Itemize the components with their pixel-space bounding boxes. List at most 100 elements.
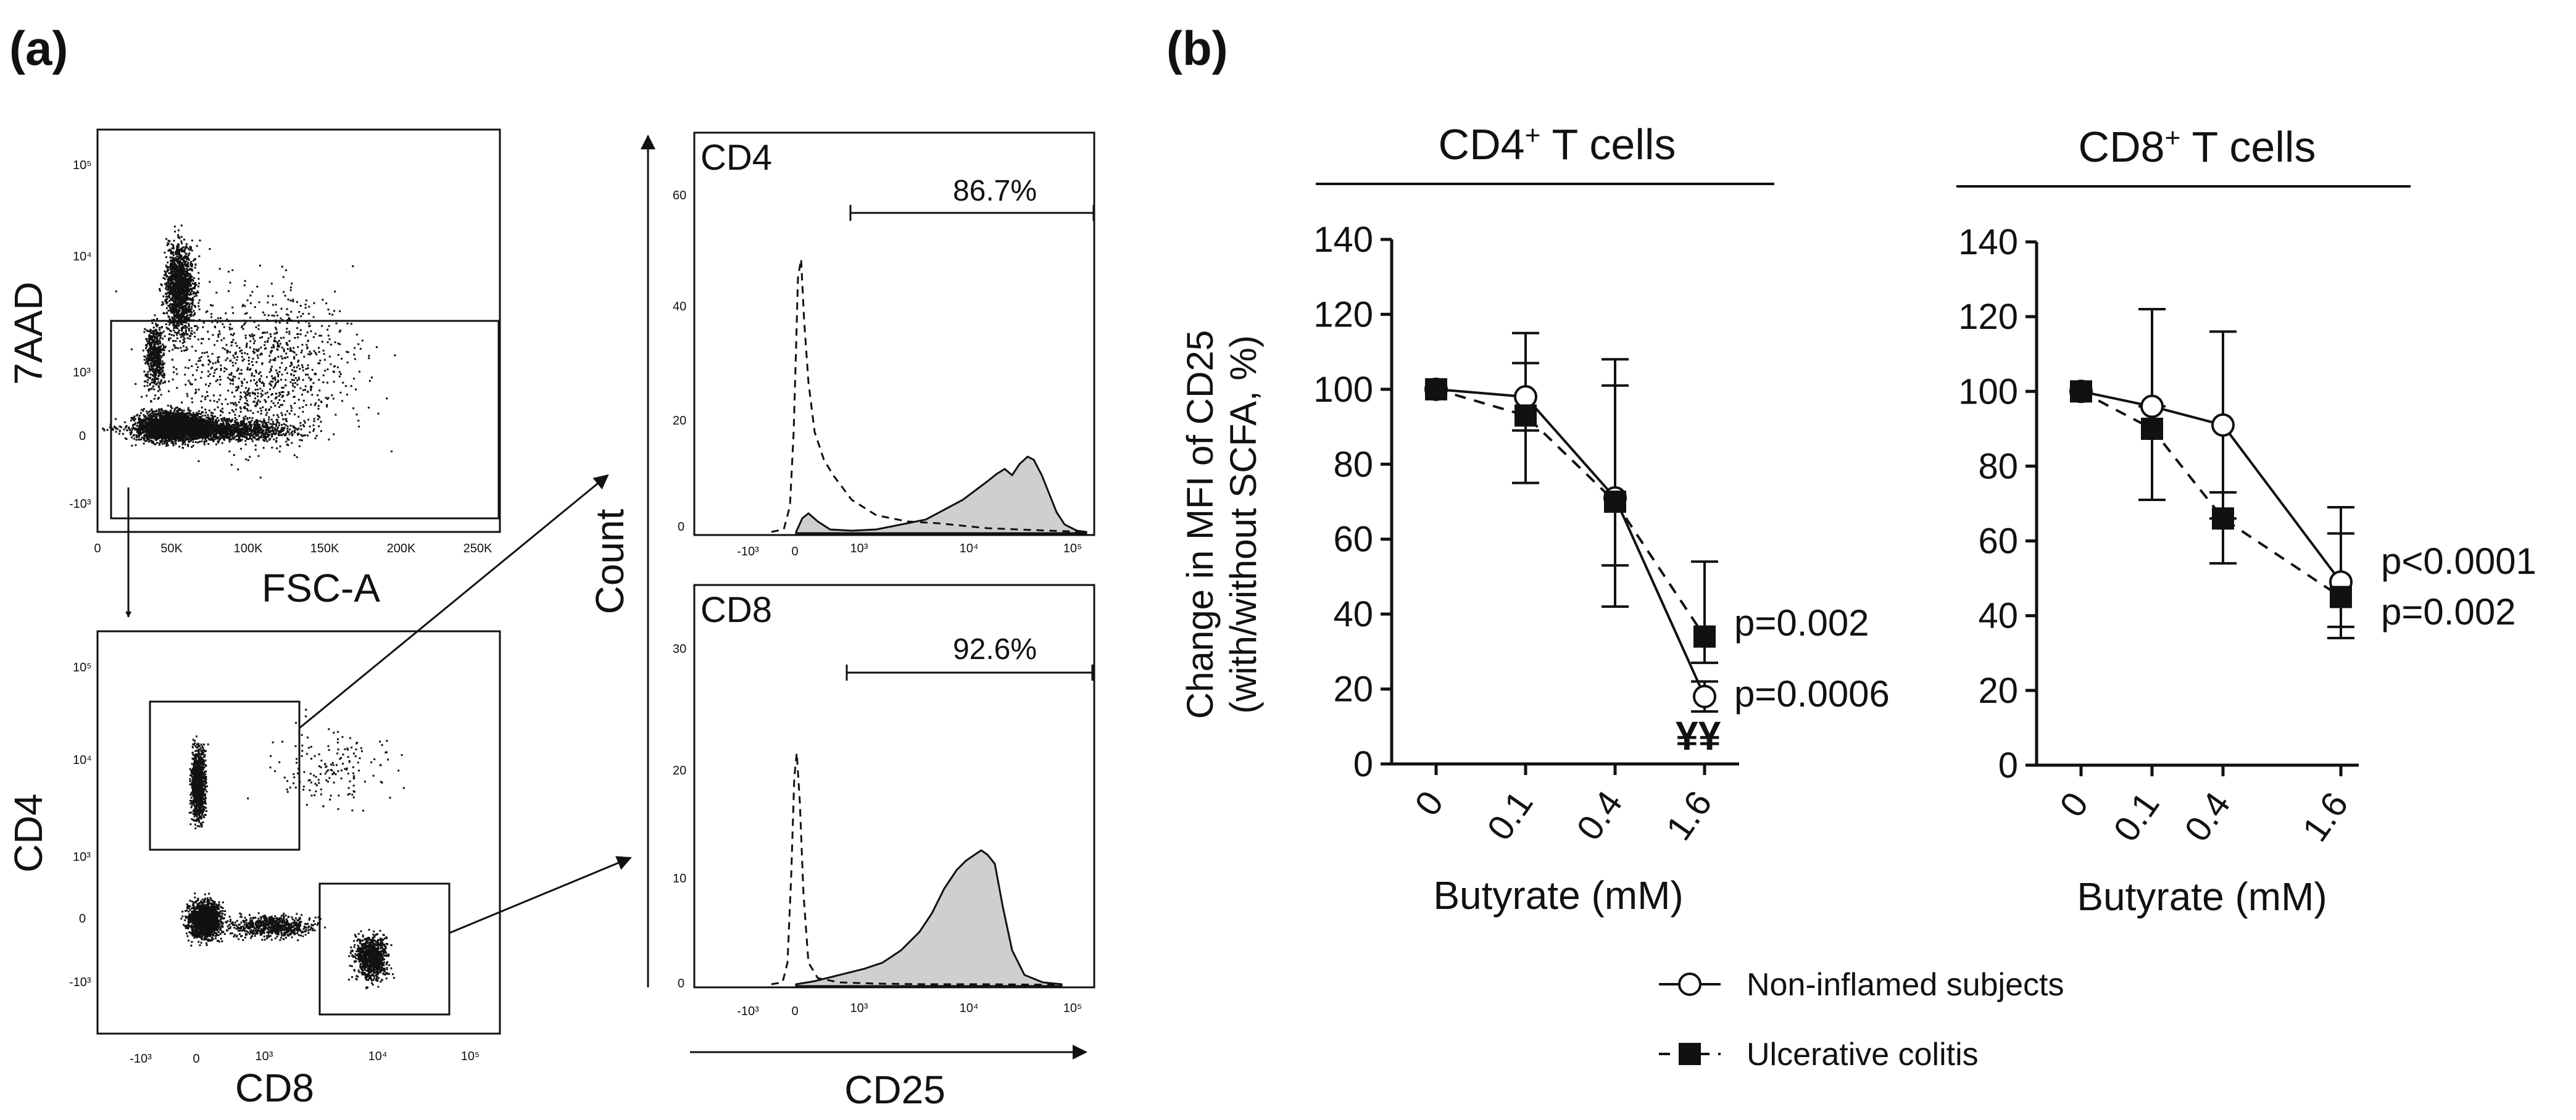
histogram-cd4: CD4 86.7% 60 40 20 0 -10³ 0 10³ 10⁴ 10⁵ <box>673 131 1095 558</box>
hist-cd4-ytick: 20 <box>673 414 686 428</box>
dot-cluster <box>102 413 320 448</box>
hist-cd4-xtick: 10³ <box>850 542 868 555</box>
hist-ylabel: Count <box>588 508 632 614</box>
chart-xtick-label: 0 <box>2052 785 2096 824</box>
point-noninflamed <box>1693 684 1716 708</box>
hist-cd8-ytick: 0 <box>678 977 684 990</box>
cd4-ylabel-units: (with/without SCFA, %) <box>1223 335 1264 714</box>
chart-ytick-label: 100 <box>1958 371 2018 412</box>
chart-ytick-label: 0 <box>1353 744 1373 784</box>
viability-ylabel: 7AAD <box>6 281 51 384</box>
cd4-ylabel: Change in MFI of CD25 <box>1179 330 1221 719</box>
chart-xtick-label: 0.1 <box>2106 785 2167 848</box>
chart-xtick-label: 1.6 <box>2295 785 2356 848</box>
cd4cd8-ytick: 0 <box>79 912 86 926</box>
chart-ytick-label: 60 <box>1978 521 2018 562</box>
cd4-gate-arrow <box>299 474 609 729</box>
hist-cd4-ytick: 60 <box>673 189 686 202</box>
series-line-uc <box>1435 388 1706 637</box>
chart-ytick-label: 40 <box>1333 594 1373 634</box>
series-line-noninflamed <box>1435 388 1706 697</box>
cd8-gate-arrow <box>449 856 632 934</box>
cd8-pvalue-uc: p=0.002 <box>2381 591 2516 633</box>
histogram-cd8: CD8 92.6% 30 20 10 0 -10³ 0 10³ 10⁴ 10⁵ <box>673 584 1095 1018</box>
hist-cd4-label: CD4 <box>700 138 772 178</box>
cd4-cd8-dot-plot: 10⁵ 10⁴ 10³ 0 -10³ -10³ 0 10³ 10⁴ 10⁵ CD… <box>6 630 501 1110</box>
viability-ytick: -10³ <box>69 497 91 511</box>
chart-ytick-label: 20 <box>1333 670 1373 710</box>
cd4-significance-mark: ¥¥ <box>1676 713 1721 758</box>
chart-xtick-label: 0.4 <box>1569 784 1630 847</box>
viability-xtick: 200K <box>387 542 416 555</box>
cd4cd8-ytick: 10⁴ <box>73 753 92 767</box>
point-noninflamed <box>1514 385 1537 409</box>
cd4cd8-ytick: -10³ <box>69 976 91 989</box>
viability-ytick: 10³ <box>73 366 91 380</box>
viability-xlabel: FSC-A <box>262 566 380 610</box>
hist-cd8-gate-percent: 92.6% <box>953 633 1037 666</box>
point-uc <box>1514 404 1537 427</box>
hist-cd4-control-curve <box>771 259 1087 533</box>
viability-ytick: 0 <box>79 429 86 443</box>
point-noninflamed <box>2140 394 2164 418</box>
point-uc <box>2141 417 2163 440</box>
dot-cluster <box>142 314 167 403</box>
viability-ytick: 10⁵ <box>73 159 92 172</box>
hist-cd4-xtick: 10⁴ <box>960 542 979 555</box>
viability-ytick: 10⁴ <box>73 250 92 263</box>
hist-cd8-frame <box>693 584 1095 989</box>
hist-cd4-xtick: 10⁵ <box>1063 542 1082 555</box>
viability-xtick: 0 <box>94 542 101 555</box>
hist-cd8-xtick: 10³ <box>850 1002 868 1015</box>
cd4cd8-xlabel: CD8 <box>235 1066 314 1110</box>
viability-xtick: 50K <box>160 542 183 555</box>
hist-cd4-xtick: -10³ <box>737 545 759 558</box>
cd4cd8-xtick: 10⁵ <box>461 1050 480 1063</box>
chart-ytick-label: 80 <box>1978 446 2018 486</box>
dot-cluster <box>247 708 405 812</box>
cd4-cd8-plot-frame <box>96 630 501 1035</box>
hist-cd8-filled-curve <box>795 849 1063 987</box>
panel-label-b: (b) <box>1166 21 1228 75</box>
point-uc <box>1693 625 1716 648</box>
cd4cd8-xtick: 0 <box>193 1052 199 1066</box>
cd4cd8-xtick: 10³ <box>256 1050 273 1063</box>
chart-ytick-label: 60 <box>1333 520 1373 560</box>
legend-open-circle-icon <box>1678 973 1701 996</box>
chart-ytick-label: 0 <box>1998 745 2018 786</box>
hist-cd4-gate-percent: 86.7% <box>953 175 1037 207</box>
point-uc <box>2070 380 2092 403</box>
chart-xtick-label: 0.1 <box>1479 784 1540 847</box>
hist-xlabel: CD25 <box>844 1068 945 1112</box>
chart-ytick-label: 100 <box>1313 370 1373 410</box>
chart-xtick-label: 1.6 <box>1658 784 1719 847</box>
viability-dots <box>102 224 396 479</box>
legend-filled-square-icon <box>1679 1043 1701 1065</box>
legend: Non-inflamed subjects Ulcerative colitis <box>1659 967 2064 1072</box>
point-uc <box>2330 586 2352 608</box>
hist-cd8-ytick: 10 <box>673 872 686 886</box>
point-uc <box>2212 507 2234 530</box>
point-uc <box>1425 378 1447 400</box>
chart-ytick-label: 120 <box>1313 294 1373 334</box>
chart-ytick-label: 20 <box>1978 671 2018 711</box>
dot-cluster <box>159 224 201 361</box>
legend-item-noninflamed: Non-inflamed subjects <box>1747 967 2064 1003</box>
cd4cd8-ylabel: CD4 <box>6 794 51 873</box>
viability-xtick: 150K <box>310 542 339 555</box>
hist-cd8-ytick: 20 <box>673 764 686 778</box>
hist-cd8-xtick: 10⁴ <box>960 1002 979 1015</box>
dot-cluster <box>180 892 230 947</box>
cd4-pvalue-noninflamed: p=0.0006 <box>1734 673 1890 715</box>
cd4-line-chart: CD4+ T cells Change in MFI of CD25 (with… <box>1179 120 1890 918</box>
hist-cd4-ytick: 0 <box>678 520 684 534</box>
cd4cd8-xtick: -10³ <box>130 1052 152 1066</box>
hist-cd8-xtick: 0 <box>791 1005 798 1018</box>
panel-label-a: (a) <box>9 21 68 75</box>
chart-ytick-label: 80 <box>1333 444 1373 484</box>
hist-cd8-xtick: 10⁵ <box>1063 1002 1082 1015</box>
cd4-chart-title: CD4+ T cells <box>1439 120 1676 169</box>
cd8-pvalue-noninflamed: p<0.0001 <box>2381 541 2537 582</box>
cd8-xlabel: Butyrate (mM) <box>2077 874 2327 919</box>
